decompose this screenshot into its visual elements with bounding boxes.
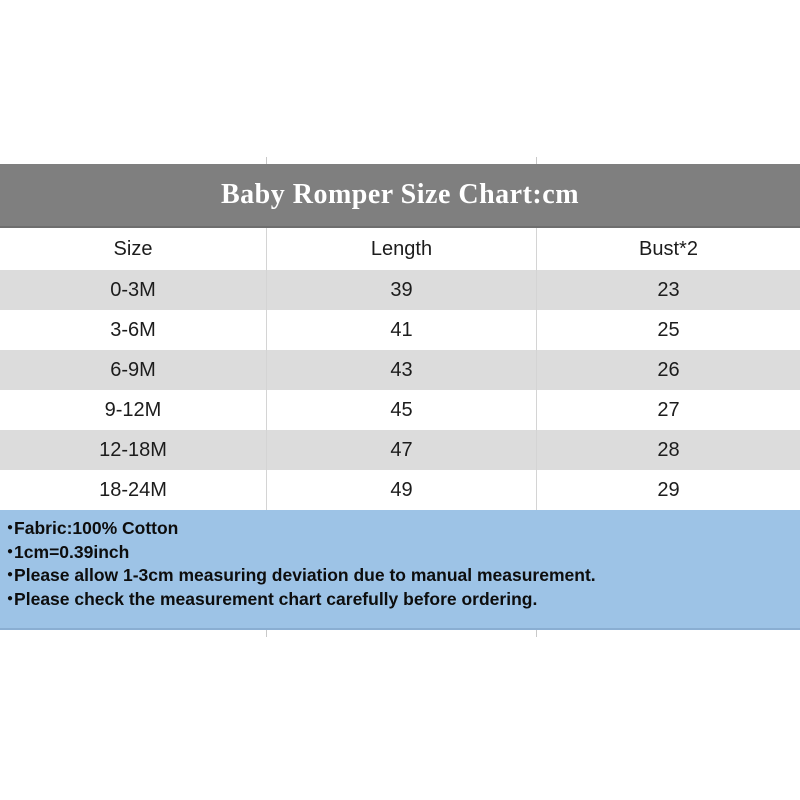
cell-length: 41 [267, 310, 537, 350]
grid-tick-bottom-left [266, 630, 267, 637]
table-row: 18-24M 49 29 [0, 470, 800, 510]
note-line-conversion: ●1cm=0.39inch [7, 541, 790, 565]
note-text: Please allow 1-3cm measuring deviation d… [14, 565, 596, 586]
table-row: 6-9M 43 26 [0, 350, 800, 390]
bullet-icon: ● [7, 569, 14, 581]
column-header-bust: Bust*2 [639, 237, 698, 260]
cell-size: 6-9M [0, 350, 267, 390]
cell-bust: 26 [657, 358, 680, 381]
notes-box: ●Fabric:100% Cotton ●1cm=0.39inch ●Pleas… [0, 510, 800, 630]
cell-length: 43 [267, 350, 537, 390]
size-table: Size Length Bust*2 0-3M 39 23 3-6M 41 25… [0, 228, 800, 510]
table-row: 9-12M 45 27 [0, 390, 800, 430]
grid-tick-top-left [266, 157, 267, 164]
table-row: 3-6M 41 25 [0, 310, 800, 350]
cell-length: 45 [267, 390, 537, 430]
bullet-icon: ● [7, 545, 14, 557]
cell-size: 3-6M [0, 310, 267, 350]
cell-bust: 28 [657, 438, 680, 461]
column-header-size: Size [0, 228, 267, 270]
column-header-length: Length [267, 228, 537, 270]
bullet-icon: ● [7, 522, 14, 534]
cell-length: 49 [267, 470, 537, 510]
cell-bust: 25 [657, 318, 680, 341]
note-text: Fabric:100% Cotton [14, 518, 179, 538]
cell-bust: 23 [657, 278, 680, 301]
note-line-deviation: ●Please allow 1-3cm measuring deviation … [7, 564, 790, 588]
grid-tick-bottom-right [536, 630, 537, 637]
cell-bust: 29 [657, 478, 680, 501]
table-header-row: Size Length Bust*2 [0, 228, 800, 270]
cell-length: 39 [267, 270, 537, 310]
page-title: Baby Romper Size Chart:cm [220, 179, 580, 210]
cell-size: 9-12M [0, 390, 267, 430]
note-text: 1cm=0.39inch [14, 541, 130, 562]
title-bar: Baby Romper Size Chart:cm [0, 164, 800, 228]
bullet-icon: ● [7, 593, 14, 604]
cell-length: 47 [267, 430, 537, 470]
note-line-check: ●Please check the measurement chart care… [7, 588, 790, 612]
cell-size: 0-3M [0, 270, 267, 310]
note-line-fabric: ●Fabric:100% Cotton [7, 517, 790, 541]
cell-size: 18-24M [0, 470, 267, 510]
grid-tick-top-right [536, 157, 537, 164]
cell-bust: 27 [657, 398, 680, 421]
table-row: 0-3M 39 23 [0, 270, 800, 310]
note-text: Please check the measurement chart caref… [14, 588, 538, 609]
cell-size: 12-18M [0, 430, 267, 470]
table-row: 12-18M 47 28 [0, 430, 800, 470]
